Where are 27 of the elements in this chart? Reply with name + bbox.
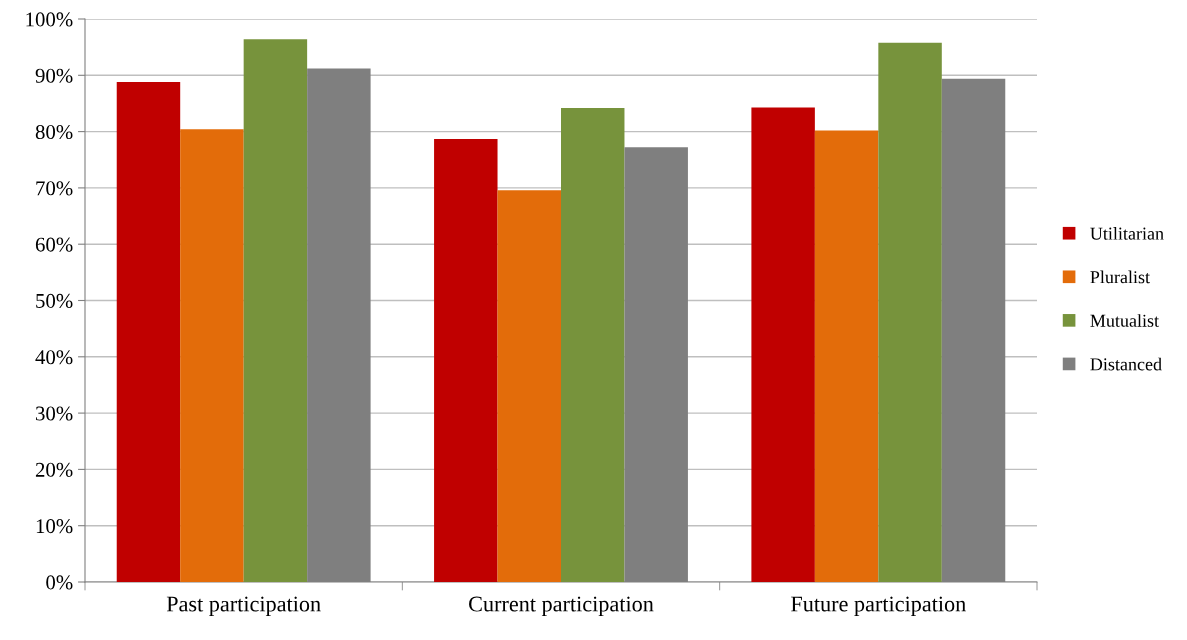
y-tick-label: 10%	[36, 519, 73, 534]
legend-label: Pluralist	[1090, 270, 1150, 284]
bar	[180, 129, 244, 582]
x-tick-label: Future participation	[791, 596, 966, 617]
bar	[814, 130, 879, 582]
bar	[116, 82, 181, 582]
bar	[243, 39, 308, 582]
y-tick-label: 70%	[36, 181, 73, 196]
bar	[497, 190, 561, 582]
x-tick-label: Current participation	[469, 596, 654, 617]
y-tick-label: 30%	[36, 406, 73, 421]
legend-label: Distanced	[1090, 357, 1162, 371]
y-tick-label: 80%	[35, 124, 73, 140]
y-tick-label: 0%	[46, 575, 73, 590]
y-tick-label: 90%	[35, 68, 73, 83]
y-tick-label: 100%	[26, 12, 73, 27]
y-tick-label: 20%	[35, 462, 73, 477]
bar	[434, 138, 498, 582]
bar	[751, 107, 815, 582]
legend-label: Mutualist	[1090, 314, 1159, 327]
y-tick-label: 60%	[35, 237, 73, 252]
bar	[561, 107, 625, 582]
legend-label: Utilitarian	[1090, 227, 1164, 240]
bar	[878, 42, 942, 582]
y-tick-label: 40%	[35, 350, 73, 365]
y-tick-label: 50%	[36, 293, 73, 308]
x-tick-label: Past participation	[166, 596, 321, 617]
